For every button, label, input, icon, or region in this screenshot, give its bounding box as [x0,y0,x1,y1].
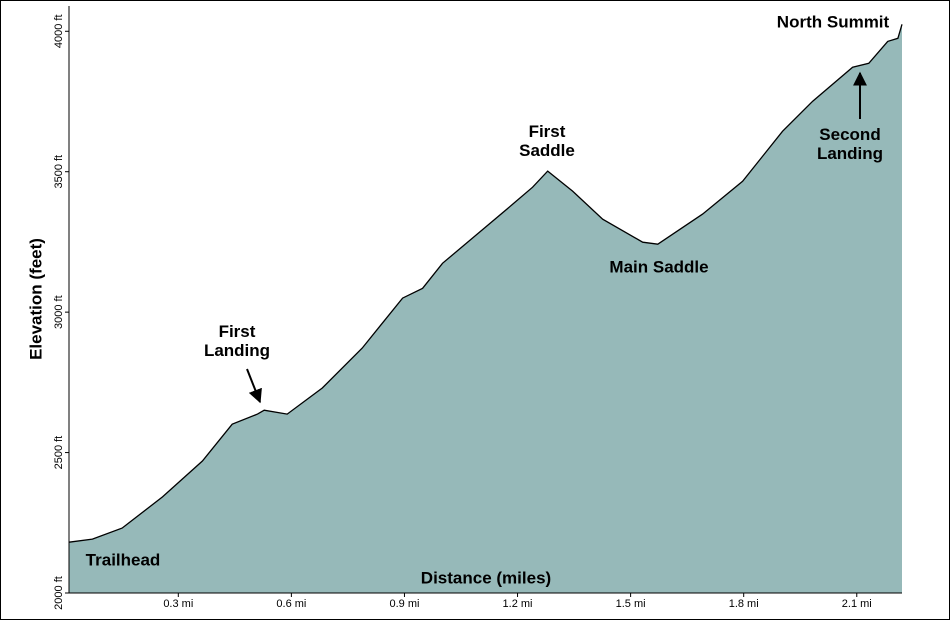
annotation: First Landing [203,322,271,360]
y-tick-label: 2000 ft [53,576,65,610]
x-tick-label: 1.8 mi [729,598,759,610]
y-tick-label: 4000 ft [53,14,65,48]
elevation-line [68,24,903,543]
annotation: North Summit [776,12,890,32]
y-tick-label: 2500 ft [53,436,65,470]
annotation: Second Landing [816,125,884,163]
x-axis-title: Distance (miles) [420,568,552,588]
x-tick-label: 1.5 mi [616,598,646,610]
y-tick-label: 3000 ft [53,295,65,329]
arrow [246,368,262,404]
elevation-area [69,24,902,594]
x-tick-label: 1.2 mi [503,598,533,610]
x-tick-label: 2.1 mi [842,598,872,610]
annotation: Main Saddle [609,257,709,277]
y-tick-label: 3500 ft [53,155,65,189]
annotation: First Saddle [519,122,575,160]
x-tick-label: 0.9 mi [389,598,419,610]
x-tick-label: 0.3 mi [163,598,193,610]
y-axis-title: Elevation (feet) [26,238,45,360]
annotation: Trailhead [85,550,161,570]
x-tick-label: 0.6 mi [276,598,306,610]
